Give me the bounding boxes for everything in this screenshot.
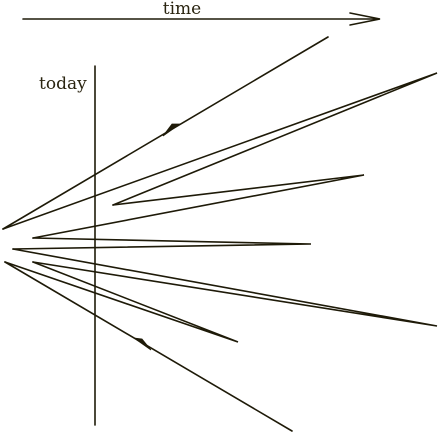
time-label: time	[163, 0, 201, 19]
loop-5	[4, 261, 239, 343]
loop-paths	[2, 72, 438, 343]
time-axis	[22, 12, 381, 26]
loop-1	[2, 72, 438, 230]
loop-2	[32, 174, 365, 239]
loop-3	[12, 237, 312, 250]
outgoing-path	[2, 36, 329, 230]
today-label: today	[39, 74, 87, 94]
loop-4	[12, 248, 438, 327]
backward-arrowhead	[133, 337, 152, 351]
forward-arrowhead	[162, 123, 182, 137]
incoming-path	[4, 261, 293, 432]
